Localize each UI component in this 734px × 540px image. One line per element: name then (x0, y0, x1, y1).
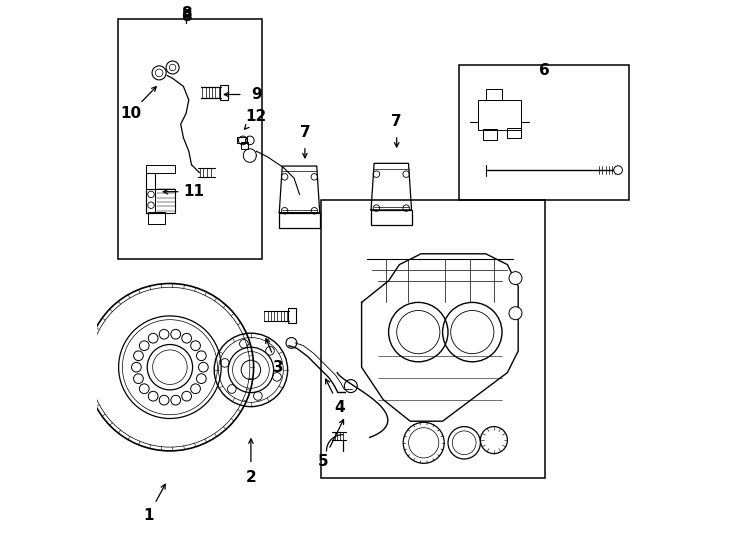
Bar (288, 308, 297, 323)
Circle shape (509, 307, 522, 320)
Bar (486, 89, 502, 100)
Bar (483, 129, 497, 140)
Text: 11: 11 (184, 184, 205, 199)
Circle shape (614, 166, 622, 174)
Text: 5: 5 (317, 454, 328, 469)
Text: 7: 7 (299, 125, 310, 140)
Bar (371, 210, 412, 226)
Text: 7: 7 (391, 114, 402, 129)
Bar (279, 213, 320, 228)
Bar (117, 19, 262, 259)
Bar (148, 212, 164, 224)
Text: 9: 9 (251, 87, 261, 102)
Text: 12: 12 (246, 109, 267, 124)
Bar (237, 137, 247, 143)
Bar (241, 142, 247, 149)
Text: 2: 2 (246, 470, 256, 485)
Bar (145, 173, 156, 213)
Bar (459, 65, 629, 200)
Bar (145, 189, 175, 213)
Bar (145, 165, 175, 173)
Bar (220, 85, 228, 100)
Bar (507, 128, 521, 138)
Text: 1: 1 (143, 508, 153, 523)
Text: 8: 8 (181, 9, 192, 24)
Bar (321, 200, 545, 478)
Text: 10: 10 (120, 106, 141, 121)
Text: 8: 8 (181, 6, 192, 21)
Text: 4: 4 (335, 400, 345, 415)
Text: 3: 3 (272, 360, 283, 375)
Bar (478, 100, 521, 130)
Text: 6: 6 (539, 63, 550, 78)
Circle shape (509, 272, 522, 285)
